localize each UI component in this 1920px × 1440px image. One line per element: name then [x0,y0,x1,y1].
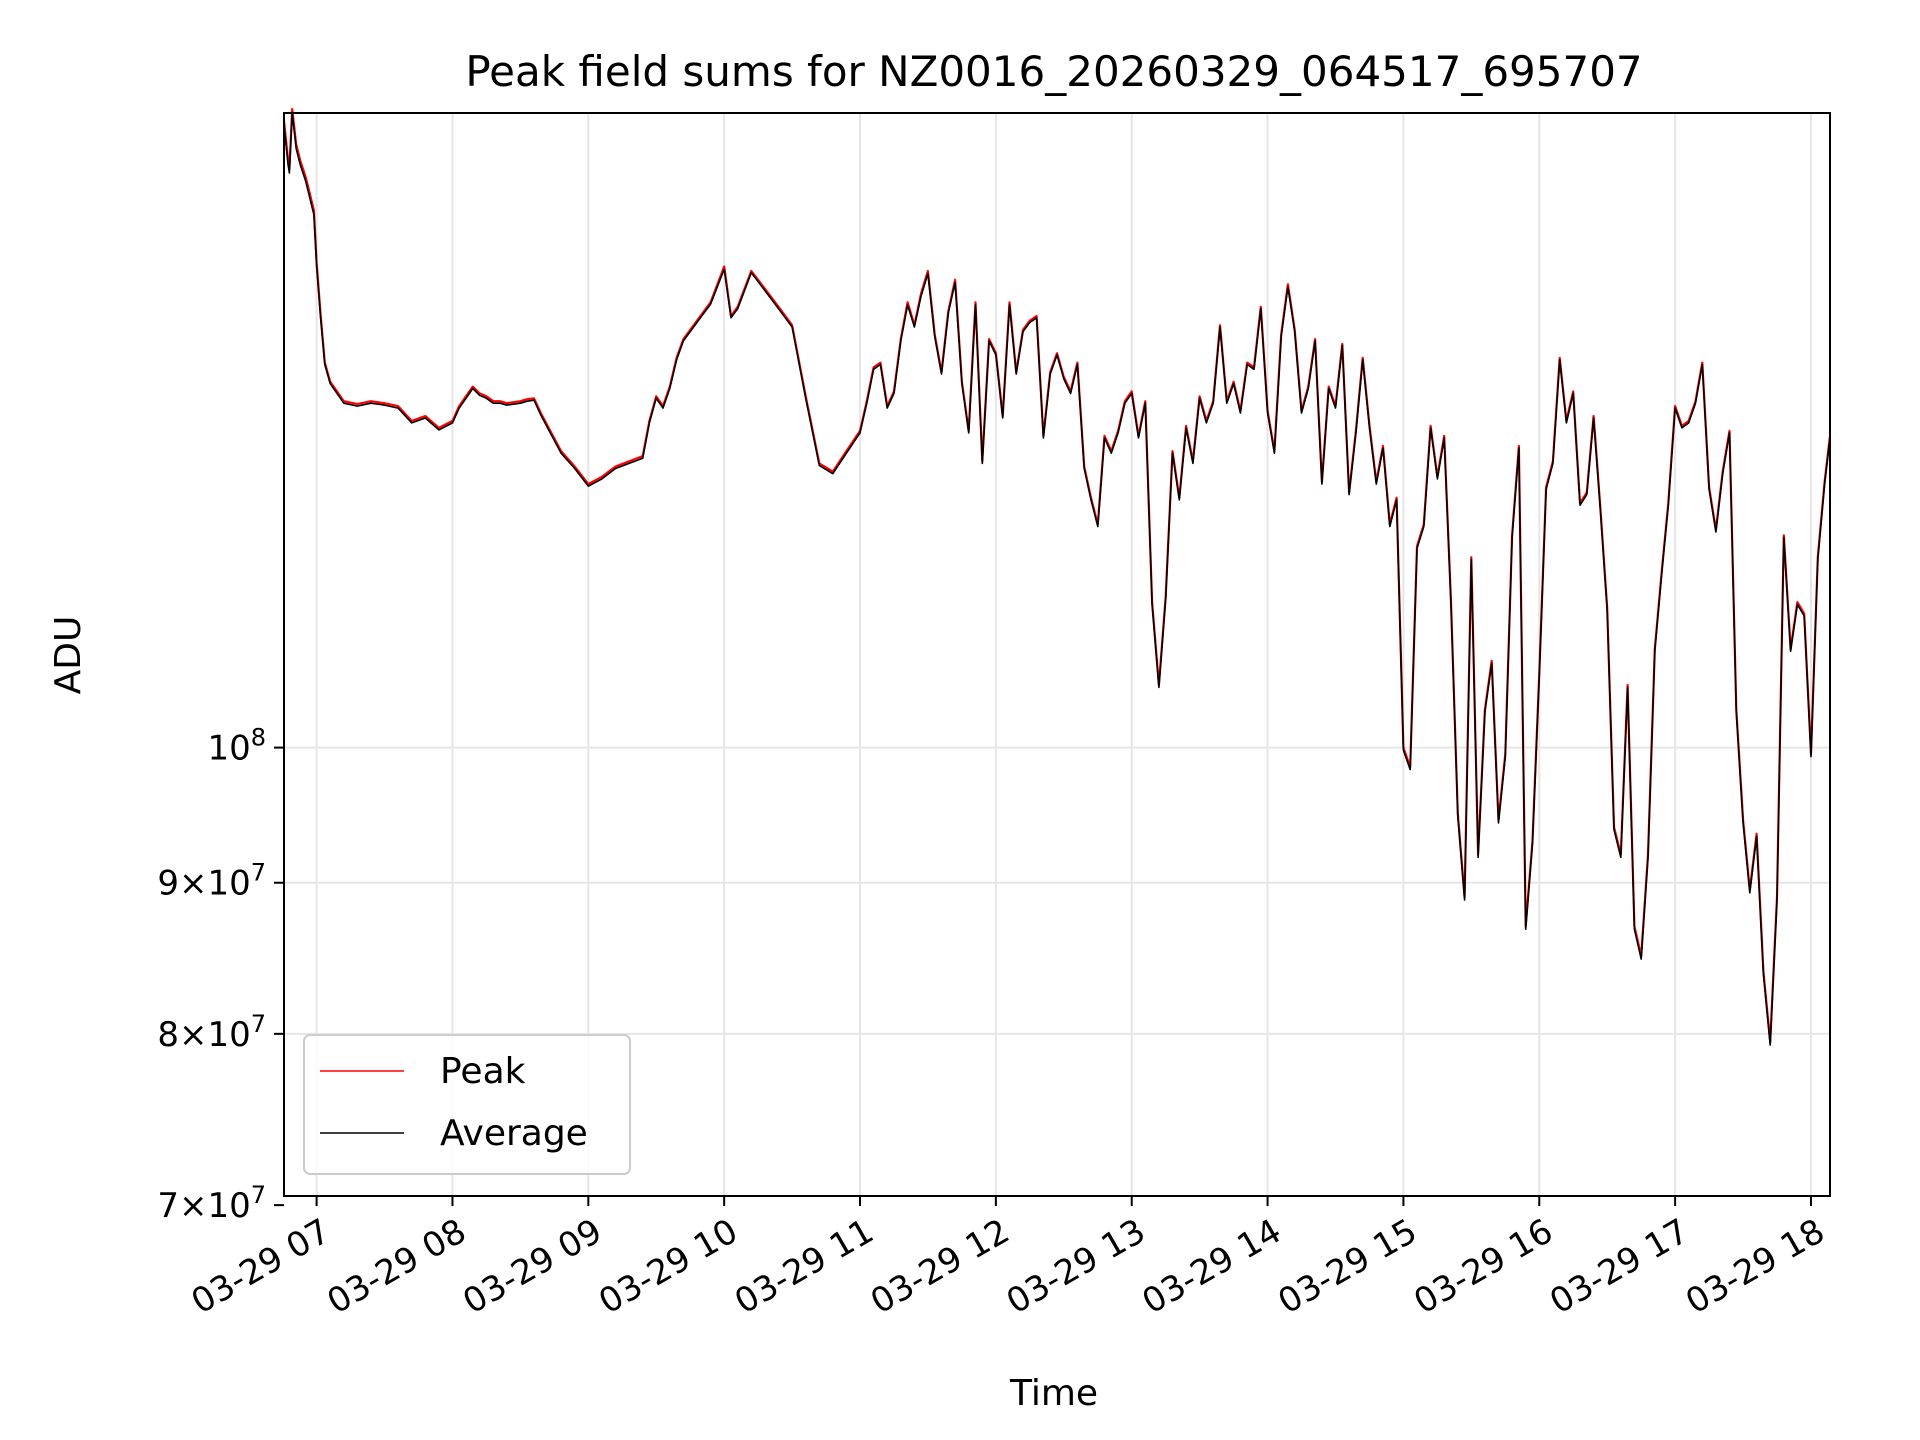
y-tick-label: 8×107 [157,1010,266,1055]
legend-box [303,1034,631,1175]
y-tick-label: 7×107 [157,1181,266,1226]
legend: Peak Average [303,1034,631,1175]
y-tick-label: 108 [207,724,266,769]
grid [284,113,1830,1196]
series-line-average [283,112,1831,1046]
legend-label-average: Average [440,1113,588,1154]
y-axis-label: ADU [48,616,89,695]
legend-label-peak: Peak [440,1051,526,1092]
plot-lines [282,107,1832,1046]
chart-title: Peak field sums for NZ0016_20260329_0645… [465,47,1642,96]
y-tick-label: 9×107 [157,859,266,904]
plot-frame [283,112,1831,1197]
x-axis-label: Time [1009,1373,1098,1414]
y-axis: 7×107 8×107 9×107 108 [157,724,284,1226]
